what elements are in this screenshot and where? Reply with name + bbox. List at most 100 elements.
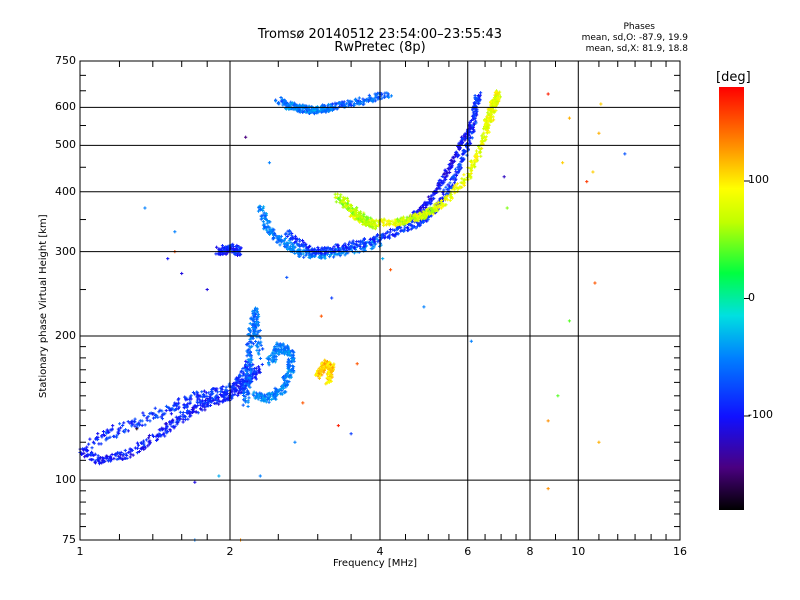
- data-point: [212, 401, 216, 406]
- data-point: [479, 154, 483, 158]
- data-point: [285, 234, 289, 239]
- data-point: [480, 134, 484, 138]
- data-point: [408, 219, 412, 223]
- scatter-point: [267, 161, 272, 165]
- scatter-point: [293, 440, 297, 444]
- data-point: [148, 441, 152, 445]
- scatter-point: [599, 102, 603, 106]
- data-point: [251, 392, 255, 396]
- data-point: [487, 130, 491, 134]
- data-point: [293, 234, 298, 238]
- data-point: [247, 391, 251, 395]
- data-point: [453, 176, 457, 180]
- scatter-point: [319, 314, 323, 318]
- data-point: [401, 215, 406, 219]
- data-point: [212, 386, 216, 391]
- data-point: [456, 167, 460, 171]
- data-point: [154, 415, 158, 419]
- data-point: [380, 96, 384, 100]
- data-point: [196, 411, 200, 415]
- data-point: [363, 242, 368, 246]
- data-point: [279, 95, 283, 100]
- data-point: [177, 397, 181, 401]
- data-point: [241, 403, 245, 407]
- data-point: [128, 450, 132, 454]
- data-point: [176, 407, 180, 411]
- data-point: [460, 177, 464, 181]
- data-point: [265, 356, 269, 361]
- data-point: [498, 95, 502, 99]
- data-point: [372, 245, 376, 249]
- data-point: [438, 187, 442, 191]
- data-point: [195, 393, 199, 397]
- data-point: [282, 238, 286, 242]
- data-point: [198, 398, 202, 402]
- data-point: [482, 127, 486, 131]
- data-point: [271, 237, 275, 241]
- data-point: [375, 237, 379, 241]
- data-point: [280, 392, 285, 396]
- data-point: [427, 200, 432, 204]
- data-point: [89, 452, 94, 456]
- data-point: [327, 107, 331, 112]
- data-point: [458, 146, 463, 150]
- data-point: [121, 457, 125, 462]
- data-point: [104, 438, 108, 442]
- scatter-point: [258, 474, 262, 478]
- data-point: [349, 203, 354, 208]
- data-point: [274, 234, 278, 238]
- data-point: [362, 219, 366, 223]
- data-point: [329, 379, 333, 383]
- data-point: [92, 453, 96, 457]
- data-point: [298, 244, 302, 249]
- data-point: [454, 170, 458, 174]
- data-point: [353, 247, 357, 252]
- data-point: [445, 194, 449, 198]
- data-point: [108, 435, 112, 439]
- data-point: [380, 92, 384, 96]
- data-point: [245, 363, 249, 368]
- data-point: [454, 150, 458, 154]
- data-point: [341, 246, 346, 250]
- data-point: [484, 135, 488, 139]
- data-point: [125, 453, 129, 458]
- data-point: [341, 205, 345, 209]
- data-point: [321, 248, 325, 252]
- data-point: [246, 341, 250, 346]
- data-point: [363, 98, 367, 102]
- data-point: [322, 370, 326, 374]
- data-point: [308, 252, 312, 256]
- data-point: [290, 368, 294, 372]
- data-point: [330, 369, 334, 373]
- data-point: [130, 448, 134, 452]
- data-point: [202, 389, 206, 393]
- data-point: [241, 398, 246, 402]
- data-point: [130, 424, 134, 428]
- data-point: [338, 101, 342, 105]
- data-point: [96, 459, 100, 463]
- data-point: [213, 395, 217, 399]
- data-point: [130, 419, 134, 423]
- data-point: [164, 427, 168, 431]
- data-point: [316, 245, 320, 250]
- data-point: [242, 390, 246, 394]
- data-point: [320, 109, 324, 113]
- data-point: [478, 150, 482, 154]
- data-point: [216, 390, 220, 394]
- data-point: [282, 349, 286, 353]
- data-point: [239, 369, 244, 373]
- data-point: [257, 367, 262, 371]
- data-point: [421, 203, 426, 207]
- data-point: [260, 362, 264, 367]
- data-point: [185, 404, 189, 408]
- data-point: [89, 458, 94, 462]
- data-point: [201, 399, 205, 403]
- data-point: [118, 422, 122, 426]
- data-point: [169, 412, 174, 416]
- data-point: [472, 115, 476, 119]
- data-point: [332, 362, 336, 366]
- data-point: [439, 183, 443, 188]
- data-point: [355, 102, 359, 106]
- scatter-point: [173, 230, 177, 234]
- data-point: [287, 351, 291, 356]
